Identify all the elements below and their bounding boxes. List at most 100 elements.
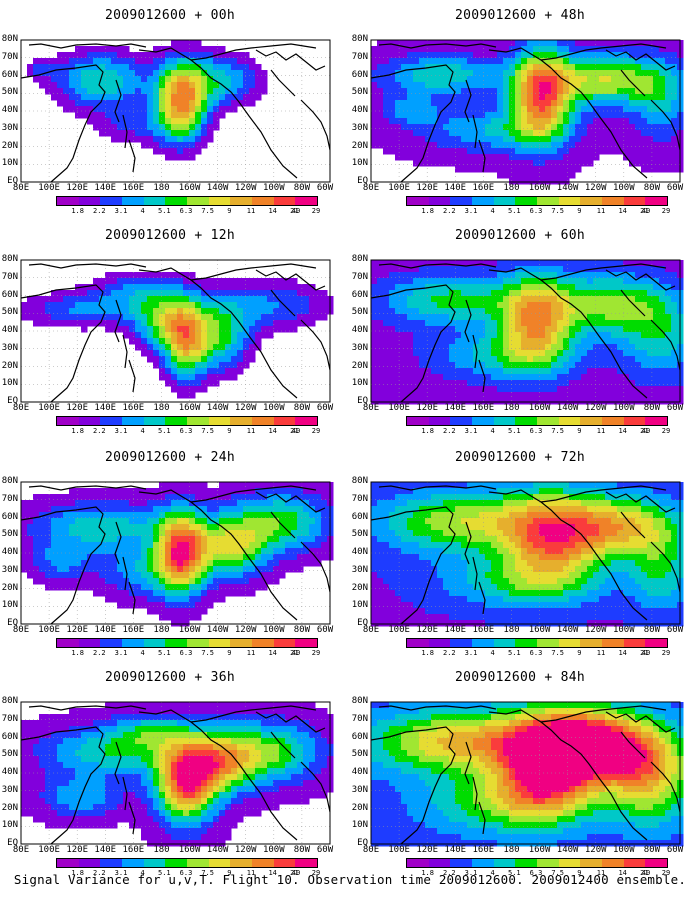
heat-cell (117, 584, 124, 591)
heat-cell (261, 76, 268, 83)
colorbar-swatch (122, 197, 144, 205)
heat-cell (395, 494, 402, 501)
heat-cell (237, 76, 244, 83)
heat-cell (509, 392, 516, 399)
heat-cell (39, 76, 46, 83)
heat-cell (431, 76, 438, 83)
heat-cell (231, 512, 238, 519)
heat-cell (105, 326, 112, 333)
heat-cell (261, 278, 268, 285)
heat-cell (81, 560, 88, 567)
colorbar-label: 6.3 (179, 427, 193, 435)
heat-cell (183, 596, 190, 603)
heat-cell (159, 374, 166, 381)
heat-cell (527, 260, 534, 267)
heat-cell (635, 314, 642, 321)
heat-cell (557, 344, 564, 351)
heat-cell (57, 64, 64, 71)
heat-cell (425, 398, 432, 405)
heat-cell (213, 566, 220, 573)
heat-cell (641, 302, 648, 309)
heat-cell (509, 320, 516, 327)
heat-cell (671, 70, 678, 77)
heat-cell (653, 488, 660, 495)
x-tick-label: 80W (293, 625, 311, 635)
heat-cell (479, 58, 486, 65)
heat-cell (581, 374, 588, 381)
heat-cell (647, 374, 654, 381)
heat-cell (207, 530, 214, 537)
heat-cell (195, 614, 202, 621)
heat-cell (491, 308, 498, 315)
heat-cell (617, 284, 624, 291)
heat-cell (659, 314, 666, 321)
heat-cell (183, 314, 190, 321)
heat-cell (189, 100, 196, 107)
heat-cell (431, 332, 438, 339)
map-frame (370, 39, 681, 183)
heat-cell (515, 362, 522, 369)
heat-cell (33, 308, 40, 315)
heat-cell (207, 578, 214, 585)
heat-cell (497, 338, 504, 345)
colorbar-swatch (295, 417, 318, 425)
y-tick-label: 50N (1, 87, 18, 98)
colorbar-label: 29 (311, 207, 321, 215)
coastline (605, 269, 676, 291)
heat-cell (413, 88, 420, 95)
heat-cell (123, 284, 130, 291)
heat-cell (303, 314, 310, 321)
heat-cell (177, 554, 184, 561)
heat-cell (389, 296, 396, 303)
heat-cell (87, 82, 94, 89)
heat-cell (159, 302, 166, 309)
heat-cell (249, 350, 256, 357)
heat-cell (479, 52, 486, 59)
heat-cell (443, 398, 450, 405)
heat-cell (395, 368, 402, 375)
heat-cell (545, 166, 552, 173)
heat-cell (509, 64, 516, 71)
heat-cell (557, 124, 564, 131)
heat-cell (593, 392, 600, 399)
heat-cell (123, 290, 130, 297)
heat-cell (437, 488, 444, 495)
heat-cell (623, 362, 630, 369)
heat-cell (533, 500, 540, 507)
heat-cell (425, 82, 432, 89)
heat-cell (413, 136, 420, 143)
heat-cell (557, 148, 564, 155)
heat-cell (117, 112, 124, 119)
heat-cell (659, 100, 666, 107)
heat-cell (557, 398, 564, 405)
heat-cell (539, 338, 546, 345)
heat-cell (159, 278, 166, 285)
heat-cell (527, 40, 534, 47)
heat-cell (183, 130, 190, 137)
heat-cell (165, 512, 172, 519)
heat-cell (563, 118, 570, 125)
heat-cell (279, 284, 286, 291)
heat-cell (27, 64, 34, 71)
heat-cell (533, 100, 540, 107)
heat-cell (141, 284, 148, 291)
heat-cell (183, 112, 190, 119)
heat-cell (105, 494, 112, 501)
heat-cell (653, 374, 660, 381)
heat-cell (527, 160, 534, 167)
heat-cell (611, 386, 618, 393)
heat-cell (111, 64, 118, 71)
heat-cell (497, 326, 504, 333)
x-tick-label: 160W (528, 403, 551, 413)
heat-cell (321, 494, 328, 501)
heat-cell (189, 314, 196, 321)
heat-cell (617, 488, 624, 495)
heat-cell (297, 518, 304, 525)
colorbar-swatch (252, 639, 274, 647)
heat-cell (503, 350, 510, 357)
heat-cell (27, 572, 34, 579)
heat-cell (641, 308, 648, 315)
heat-cell (551, 40, 558, 47)
heat-cell (419, 344, 426, 351)
heat-cell (509, 398, 516, 405)
